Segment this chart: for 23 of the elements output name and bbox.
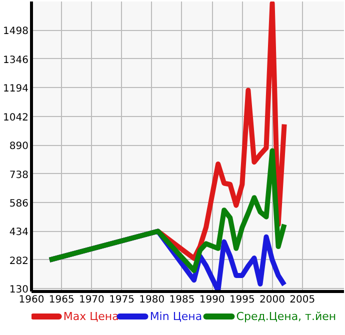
legend-label: Min Цена (150, 310, 202, 323)
legend-label: Сред.Цена, т.йен (236, 310, 336, 323)
y-tick-label: 586 (9, 198, 29, 210)
x-tick-label: 2000 (260, 294, 285, 306)
x-tick-label: 1995 (229, 294, 255, 306)
y-tick-label: 1346 (3, 54, 29, 66)
y-tick-label: 1042 (3, 112, 29, 124)
x-tick-label: 1965 (48, 294, 74, 306)
x-tick-label: 1970 (78, 294, 104, 306)
x-tick-label: 2005 (290, 294, 316, 306)
x-tick-label: 1985 (169, 294, 195, 306)
x-tick-label: 1980 (139, 294, 165, 306)
y-tick-label: 1194 (3, 84, 29, 95)
y-tick-label: 1498 (3, 26, 29, 38)
y-tick-label: 738 (9, 170, 29, 181)
x-tick-label: 1975 (109, 294, 135, 306)
y-tick-label: 890 (9, 141, 29, 152)
x-tick-label: 1960 (18, 294, 44, 306)
y-tick-label: 434 (9, 227, 29, 238)
y-tick-label: 282 (9, 256, 29, 267)
legend-label: Max Цена (63, 310, 119, 323)
x-tick-label: 1990 (199, 294, 225, 306)
y-tick-label: 130 (9, 284, 29, 296)
